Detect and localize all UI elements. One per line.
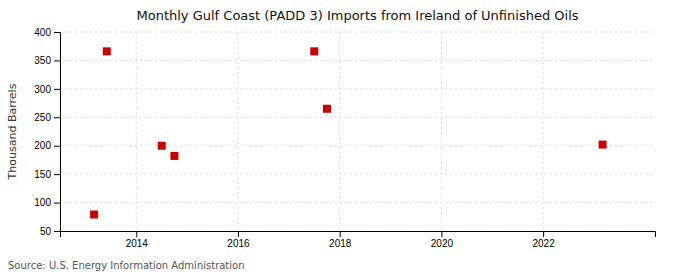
grid-line — [60, 117, 655, 118]
point — [158, 142, 166, 150]
tick-mark — [136, 231, 137, 237]
tick: 200 — [34, 140, 60, 151]
tick-mark — [54, 89, 60, 90]
tick-label: 200 — [34, 140, 51, 151]
tick-label: 300 — [34, 84, 51, 95]
tick: 2016 — [227, 231, 250, 249]
tick-mark — [54, 117, 60, 118]
axis-line — [61, 232, 656, 238]
grid-line — [237, 32, 238, 231]
tick-label: 2022 — [532, 238, 555, 249]
points — [90, 47, 607, 218]
source-note: Source: U.S. Energy Information Administ… — [8, 260, 245, 271]
tick-mark — [543, 231, 544, 237]
tick-mark — [441, 231, 442, 237]
grid-line — [60, 88, 655, 89]
tick-mark — [54, 32, 60, 33]
grid-line — [60, 202, 655, 203]
grid-line — [60, 145, 655, 146]
y-axis: 50 100 150 200 250 300 350 400 — [34, 27, 60, 237]
grid — [60, 32, 655, 231]
tick-label: 250 — [34, 112, 51, 123]
axis-line — [54, 33, 61, 232]
tick-mark — [54, 146, 60, 147]
tick: 50 — [40, 226, 60, 237]
tick-label: 50 — [40, 226, 52, 237]
tick: 300 — [34, 84, 60, 95]
grid-line — [136, 32, 137, 231]
tick: 400 — [34, 27, 60, 38]
tick: 100 — [34, 197, 60, 208]
point — [323, 105, 331, 113]
tick-mark — [54, 231, 60, 232]
grid-line — [543, 32, 544, 231]
y-axis-title: Thousand Barrels — [6, 83, 19, 180]
tick-mark — [54, 203, 60, 204]
tick-mark — [340, 231, 341, 237]
grid-line — [60, 32, 655, 33]
point — [170, 152, 178, 160]
x-axis: 2014 2016 2018 2020 2022 — [61, 231, 656, 249]
tick-mark — [54, 60, 60, 61]
tick-label: 400 — [34, 27, 51, 38]
tick-label: 2016 — [227, 238, 250, 249]
chart: 2014 2016 2018 2020 2022 50 100 150 200 250 300 350… — [0, 0, 675, 275]
tick: 250 — [34, 112, 60, 123]
tick-label: 150 — [34, 169, 51, 180]
tick: 2018 — [329, 231, 352, 249]
plot-area: 2014 2016 2018 2020 2022 50 100 150 200 250 300 350… — [34, 27, 655, 249]
point — [310, 47, 318, 55]
tick-label: 2020 — [431, 238, 454, 249]
tick: 350 — [34, 55, 60, 66]
tick-label: 2018 — [329, 238, 352, 249]
tick: 2014 — [126, 231, 149, 249]
point — [103, 47, 111, 55]
point — [90, 211, 98, 219]
tick-label: 2014 — [126, 238, 149, 249]
tick: 2020 — [431, 231, 454, 249]
grid-line — [60, 174, 655, 175]
tick: 2022 — [532, 231, 555, 249]
grid-line — [441, 32, 442, 231]
grid-line — [339, 32, 340, 231]
grid-line — [60, 60, 655, 61]
tick-label: 350 — [34, 55, 51, 66]
tick-mark — [238, 231, 239, 237]
tick: 150 — [34, 169, 60, 180]
tick-label: 100 — [34, 197, 51, 208]
title: Monthly Gulf Coast (PADD 3) Imports from… — [136, 8, 578, 23]
point — [599, 141, 607, 149]
tick-mark — [54, 174, 60, 175]
